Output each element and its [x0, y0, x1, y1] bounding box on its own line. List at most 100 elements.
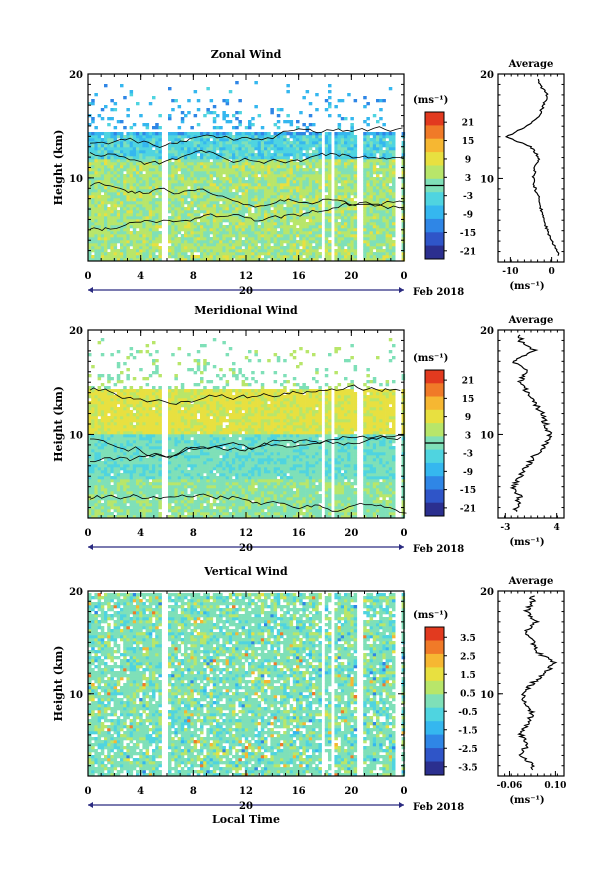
heatmap-cell	[232, 509, 236, 513]
heatmap-cell	[366, 509, 370, 513]
heatmap-cell	[302, 147, 306, 151]
heatmap-cell	[219, 237, 223, 241]
heatmap-cell	[116, 153, 121, 157]
heatmap-cell	[315, 512, 319, 516]
heatmap-cell	[196, 198, 201, 202]
heatmap-cell	[97, 213, 102, 217]
heatmap-cell	[203, 135, 207, 139]
heatmap-cell	[251, 204, 255, 208]
heatmap-cell	[251, 123, 255, 127]
heatmap-cell	[273, 509, 278, 513]
heatmap-cell	[299, 225, 303, 229]
heatmap-cell	[142, 243, 146, 247]
heatmap-cell	[347, 216, 351, 220]
heatmap-cell	[132, 168, 137, 172]
heatmap-cell	[193, 165, 198, 169]
heatmap-cell	[171, 201, 175, 205]
heatmap-cell	[376, 177, 380, 181]
heatmap-cell	[113, 141, 118, 145]
heatmap-cell	[257, 132, 262, 136]
heatmap-cell	[97, 204, 102, 208]
heatmap-cell	[305, 195, 310, 199]
heatmap-cell	[100, 186, 105, 190]
heatmap-cell	[91, 210, 95, 214]
heatmap-cell	[273, 156, 278, 160]
heatmap-cell	[88, 252, 92, 256]
heatmap-cell	[308, 204, 313, 208]
heatmap-cell	[126, 219, 130, 223]
heatmap-cell	[171, 162, 175, 166]
heatmap-cell	[136, 135, 140, 139]
heatmap-cell	[324, 108, 329, 112]
heatmap-cell	[241, 159, 246, 163]
heatmap-cell	[148, 249, 153, 253]
heatmap-cell	[177, 159, 182, 163]
heatmap-cell	[318, 234, 322, 238]
heatmap-cell	[267, 252, 271, 256]
heatmap-cell	[212, 497, 217, 501]
heatmap-cell	[273, 210, 278, 214]
heatmap-cell	[232, 506, 236, 510]
heatmap-cell	[180, 132, 185, 136]
heatmap-cell	[379, 503, 383, 507]
heatmap-cell	[88, 162, 92, 166]
heatmap-cell	[225, 216, 230, 220]
heatmap-cell	[174, 186, 178, 190]
heatmap-cell	[132, 216, 137, 220]
heatmap-cell	[97, 201, 102, 205]
heatmap-cell	[148, 207, 153, 211]
heatmap-cell	[97, 144, 102, 148]
heatmap-cell	[139, 240, 143, 244]
heatmap-cell	[385, 222, 390, 226]
heatmap-cell	[174, 204, 178, 208]
heatmap-cell	[267, 198, 271, 202]
heatmap-cell	[196, 491, 201, 495]
heatmap-cell	[324, 183, 329, 187]
heatmap-cell	[120, 491, 124, 495]
heatmap-cell	[283, 222, 287, 226]
inset-y-tick-label: 20	[480, 70, 494, 81]
heatmap-cell	[100, 162, 105, 166]
heatmap-cell	[324, 135, 329, 139]
heatmap-cell	[177, 150, 182, 154]
heatmap-cell	[401, 231, 406, 235]
heatmap-cell	[228, 174, 233, 178]
heatmap-cell	[203, 228, 207, 232]
colorbar-swatch	[425, 205, 444, 220]
heatmap-cell	[372, 255, 377, 259]
heatmap-cell	[302, 162, 306, 166]
heatmap-cell	[366, 153, 370, 157]
heatmap-cell	[155, 240, 159, 244]
heatmap-cell	[267, 189, 271, 193]
heatmap-cell	[126, 132, 130, 136]
heatmap-cell	[260, 186, 265, 190]
heatmap-cell	[222, 252, 226, 256]
heatmap-cell	[228, 204, 233, 208]
heatmap-cell	[168, 192, 172, 196]
heatmap-cell	[110, 195, 114, 199]
heatmap-cell	[219, 503, 223, 507]
heatmap-cell	[136, 237, 140, 241]
heatmap-cell	[376, 201, 380, 205]
heatmap-cell	[212, 494, 217, 498]
heatmap-cell	[401, 503, 406, 507]
heatmap-cell	[318, 144, 322, 148]
heatmap-cell	[225, 228, 230, 232]
heatmap-cell	[308, 189, 313, 193]
heatmap-cell	[296, 120, 300, 124]
heatmap-cell	[129, 509, 134, 513]
heatmap-cell	[209, 111, 214, 115]
heatmap-cell	[100, 171, 105, 175]
heatmap-cell	[244, 174, 249, 178]
heatmap-cell	[129, 165, 134, 169]
heatmap-cell	[299, 258, 303, 262]
heatmap-cell	[232, 210, 236, 214]
heatmap-cell	[212, 255, 217, 259]
heatmap-cell	[184, 491, 188, 495]
heatmap-cell	[123, 228, 127, 232]
heatmap-cell	[334, 150, 338, 154]
heatmap-cell	[148, 491, 153, 495]
heatmap-cell	[123, 506, 127, 510]
heatmap-cell	[401, 497, 406, 501]
heatmap-cell	[344, 491, 348, 495]
